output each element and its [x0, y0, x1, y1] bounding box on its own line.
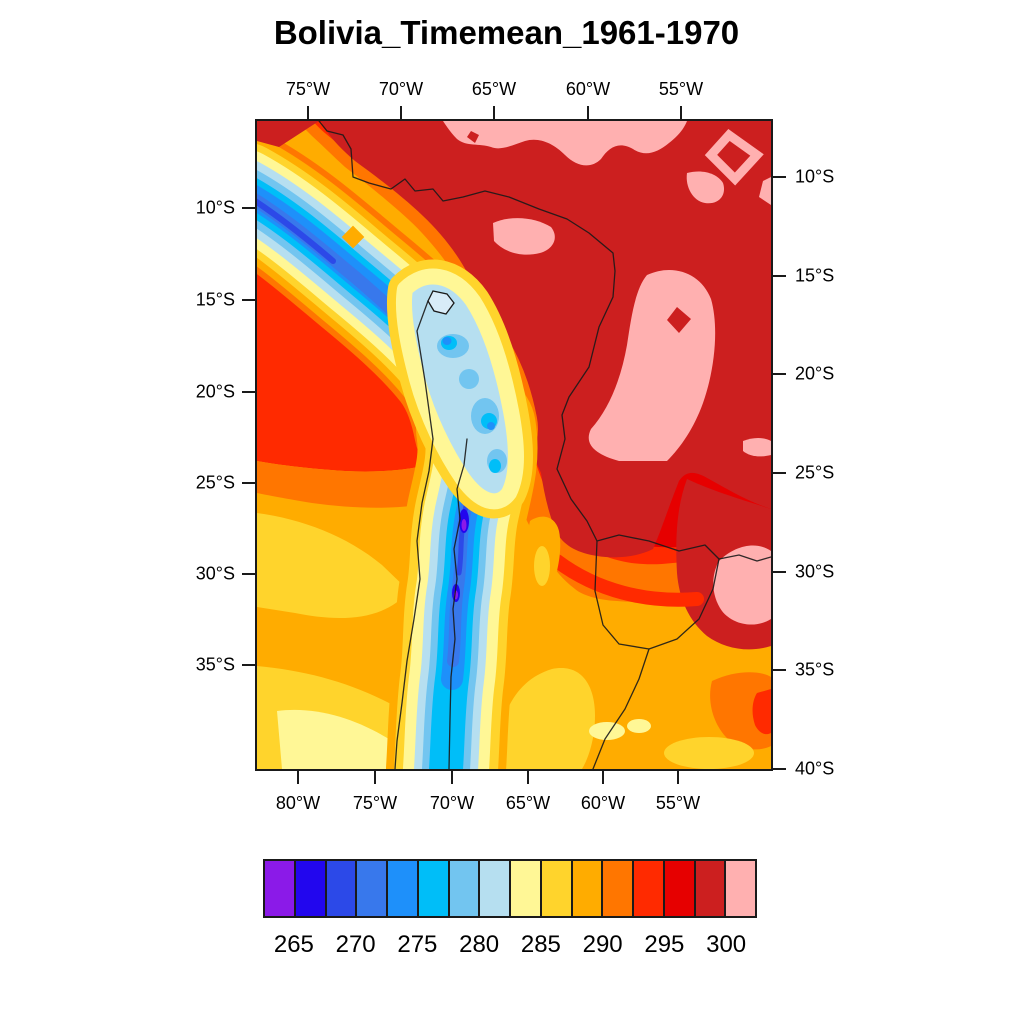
- field-yellow-tongue-core: [534, 546, 550, 586]
- colorbar-label: 290: [582, 931, 623, 958]
- right-axis-tick-label: 10°S: [795, 166, 835, 187]
- colorbar-cell-13: [664, 861, 696, 916]
- map-plot-frame: [255, 119, 773, 771]
- colorbar-cell-3: [357, 861, 388, 916]
- top-axis-tick-label: 70°W: [378, 79, 424, 99]
- left-axis-tick-label: 35°S: [195, 654, 235, 675]
- plot-title: Bolivia_Timemean_1961-1970: [273, 14, 740, 51]
- bottom-axis-tick-label: 65°W: [505, 793, 551, 813]
- field-287-southeast-patch: [664, 737, 754, 769]
- colorbar-cell-2: [326, 861, 358, 916]
- top-axis-tick: [680, 106, 682, 119]
- colorbar-cell-1: [295, 861, 327, 916]
- colorbar-label: 280: [459, 931, 500, 958]
- country-borders: [318, 121, 771, 769]
- cold-core-purple1: [461, 519, 467, 531]
- top-axis-tick-label: 60°W: [565, 79, 611, 99]
- right-axis-tick-label: 20°S: [795, 363, 835, 384]
- bottom-axis-tick: [451, 771, 453, 784]
- right-axis-tick: [773, 571, 786, 573]
- left-axis-tick: [242, 573, 255, 575]
- left-axis-tick-label: 25°S: [195, 472, 235, 493]
- colorbar-label: 300: [706, 931, 747, 958]
- top-axis-tick-label: 75°W: [285, 79, 331, 99]
- right-axis-tick: [773, 768, 786, 770]
- right-axis-tick-label: 35°S: [795, 659, 835, 680]
- altiplano-plateau: [386, 259, 533, 519]
- colorbar-cell-6: [449, 861, 481, 916]
- bottom-axis-tick: [677, 771, 679, 784]
- left-axis-tick: [242, 664, 255, 666]
- left-axis-tick: [242, 299, 255, 301]
- right-axis-tick-label: 40°S: [795, 758, 835, 779]
- top-axis-tick: [493, 106, 495, 119]
- colorbar: [263, 859, 757, 918]
- field-290-southeast-blob: [710, 672, 771, 750]
- colorbar-label: 265: [273, 931, 314, 958]
- top-axis-tick-label: 55°W: [658, 79, 704, 99]
- colorbar-cell-10: [572, 861, 604, 916]
- colorbar-cell-14: [695, 861, 727, 916]
- right-axis-tick-label: 30°S: [795, 561, 835, 582]
- map-canvas: [257, 121, 771, 769]
- left-axis-tick-label: 15°S: [195, 289, 235, 310]
- right-axis-tick: [773, 669, 786, 671]
- colorbar-cell-7: [480, 861, 511, 916]
- colorbar-label: 285: [520, 931, 561, 958]
- left-axis-tick-label: 20°S: [195, 381, 235, 402]
- field-285-south-spot1: [589, 722, 625, 740]
- field-285-south-spot2: [627, 719, 651, 733]
- bottom-axis-tick-label: 70°W: [429, 793, 475, 813]
- bottom-axis-tick: [374, 771, 376, 784]
- colorbar-cell-11: [603, 861, 634, 916]
- bottom-axis-tick-label: 80°W: [275, 793, 321, 813]
- colorbar-label: 270: [335, 931, 376, 958]
- colorbar-cell-15: [726, 861, 755, 916]
- bottom-axis-tick-label: 60°W: [580, 793, 626, 813]
- left-axis-tick: [242, 391, 255, 393]
- field-292-corner: [752, 689, 771, 735]
- left-axis-tick: [242, 207, 255, 209]
- left-axis-tick-label: 30°S: [195, 563, 235, 584]
- bottom-axis-tick-label: 75°W: [352, 793, 398, 813]
- bottom-axis-tick-label: 55°W: [655, 793, 701, 813]
- colorbar-cell-5: [418, 861, 450, 916]
- field-290-pacific-fringe: [257, 457, 451, 508]
- bottom-axis-tick: [602, 771, 604, 784]
- field-285-southwest-pale: [277, 709, 407, 769]
- field-287-west-blob: [257, 513, 409, 619]
- right-axis-tick-label: 15°S: [795, 265, 835, 286]
- dark-red-dot: [467, 131, 479, 143]
- top-axis-tick-label: 65°W: [471, 79, 517, 99]
- top-axis-tick: [587, 106, 589, 119]
- right-axis-tick-label: 25°S: [795, 462, 835, 483]
- top-axis-tick: [400, 106, 402, 119]
- field-292-streak: [550, 554, 704, 607]
- top-axis-tick: [307, 106, 309, 119]
- right-axis-tick: [773, 472, 786, 474]
- bottom-axis-tick: [527, 771, 529, 784]
- field-287-south-of-band: [495, 668, 595, 769]
- field-297-corner-wedge: [257, 121, 319, 147]
- colorbar-label: 295: [644, 931, 685, 958]
- right-axis-tick: [773, 275, 786, 277]
- left-axis-tick: [242, 482, 255, 484]
- colorbar-cell-8: [511, 861, 542, 916]
- colorbar-cell-12: [634, 861, 665, 916]
- right-axis-tick: [773, 176, 786, 178]
- pink-hole-diamond: [667, 307, 691, 333]
- colorbar-cell-0: [265, 861, 296, 916]
- right-axis-tick: [773, 373, 786, 375]
- colorbar-cell-9: [541, 861, 573, 916]
- lake-titicaca: [427, 290, 455, 315]
- colorbar-label: 275: [397, 931, 438, 958]
- colorbar-cell-4: [388, 861, 419, 916]
- left-axis-tick-label: 10°S: [195, 197, 235, 218]
- bottom-axis-tick: [297, 771, 299, 784]
